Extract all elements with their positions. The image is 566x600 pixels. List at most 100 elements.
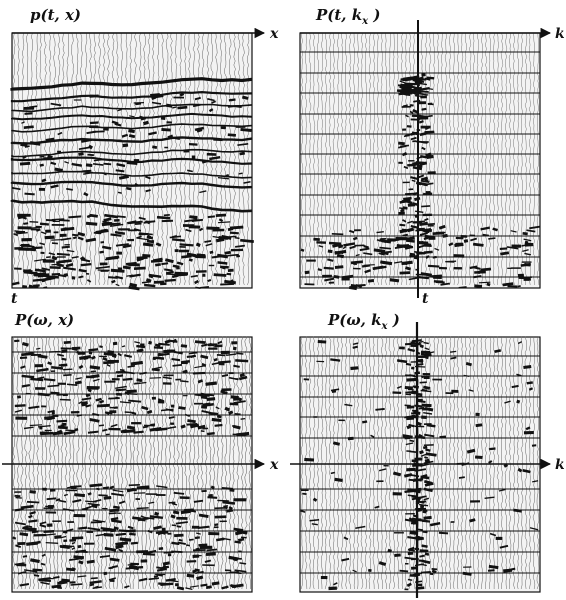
trace-mark [482, 233, 490, 237]
trace-mark [51, 218, 65, 221]
trace-mark [420, 353, 428, 356]
trace-mark [350, 366, 359, 371]
trace-mark [104, 213, 119, 219]
trace-mark [401, 206, 408, 211]
trace-mark [115, 388, 127, 392]
trace-mark [424, 458, 430, 463]
trace-mark [215, 237, 225, 243]
trace-mark [71, 276, 76, 280]
trace-mark [405, 92, 411, 97]
trace-mark [419, 221, 429, 227]
axis-label-k: k [555, 26, 565, 42]
trace-mark [421, 146, 426, 151]
trace-mark [91, 503, 98, 509]
trace-mark [71, 233, 79, 237]
trace-mark [47, 361, 53, 366]
trace-mark [196, 532, 201, 535]
trace-mark [409, 254, 418, 258]
trace-mark [463, 374, 470, 378]
trace-mark [44, 235, 55, 240]
trace-mark [92, 378, 100, 382]
trace-mark [448, 32, 452, 286]
trace-mark [127, 525, 134, 530]
trace-mark [406, 416, 415, 421]
trace-mark [75, 377, 82, 380]
trace-mark [228, 32, 232, 286]
trace-mark [10, 136, 253, 145]
trace-mark [396, 243, 409, 249]
trace-mark [189, 215, 198, 220]
trace-mark [32, 336, 36, 590]
trace-mark [141, 405, 149, 411]
trace-mark [465, 362, 472, 367]
trace-mark [161, 127, 171, 132]
trace-mark [103, 162, 112, 166]
trace-mark [426, 76, 435, 80]
trace-mark [117, 352, 122, 357]
trace-mark [521, 243, 532, 247]
trace-mark [100, 336, 104, 589]
trace-mark [344, 32, 348, 286]
trace-mark [172, 106, 177, 109]
trace-mark [107, 350, 115, 354]
trace-mark [162, 376, 172, 380]
trace-mark [193, 499, 204, 503]
trace-mark [148, 340, 153, 345]
trace-mark [424, 217, 429, 222]
trace-mark [88, 144, 94, 150]
trace-mark [165, 32, 169, 286]
trace-mark [194, 126, 205, 132]
trace-mark [89, 580, 102, 585]
trace-mark [138, 32, 142, 286]
trace-mark [132, 336, 136, 590]
trace-mark [421, 403, 432, 408]
trace-mark [148, 577, 159, 581]
trace-mark [234, 413, 241, 415]
trace-mark [126, 161, 138, 166]
trace-mark [124, 411, 135, 414]
trace-mark [404, 556, 415, 560]
trace-mark [24, 145, 30, 148]
trace-mark [11, 103, 253, 113]
trace-mark [458, 286, 467, 289]
trace-mark [431, 568, 438, 571]
trace-mark [185, 587, 193, 591]
trace-mark [34, 268, 46, 273]
trace-mark [23, 270, 38, 275]
trace-mark [122, 265, 131, 270]
trace-mark [516, 399, 521, 404]
trace-mark [421, 375, 426, 379]
trace-mark [423, 515, 432, 520]
trace-mark [349, 245, 356, 250]
trace-mark [194, 536, 200, 540]
trace-mark [126, 425, 136, 430]
trace-mark [239, 562, 247, 565]
trace-mark [214, 523, 219, 527]
trace-mark [39, 521, 47, 525]
trace-mark [355, 253, 360, 257]
trace-mark [161, 32, 164, 286]
trace-mark [83, 356, 89, 361]
trace-mark [74, 493, 86, 498]
trace-mark [402, 104, 408, 107]
trace-mark [222, 350, 228, 355]
trace-mark [149, 377, 162, 379]
trace-mark [420, 272, 433, 277]
trace-mark [57, 580, 68, 585]
trace-mark [134, 182, 139, 187]
trace-mark [39, 242, 45, 246]
trace-mark [379, 246, 391, 250]
trace-mark [419, 131, 428, 137]
trace-mark [110, 528, 117, 533]
trace-mark [155, 263, 161, 267]
trace-mark [144, 516, 155, 520]
trace-mark [477, 269, 485, 275]
trace-mark [56, 336, 60, 590]
trace-mark [136, 507, 149, 510]
trace-mark [404, 385, 413, 390]
trace-mark [408, 32, 412, 286]
trace-mark [70, 583, 83, 586]
trace-mark [201, 405, 208, 409]
trace-mark [76, 414, 83, 417]
trace-mark [209, 250, 214, 255]
